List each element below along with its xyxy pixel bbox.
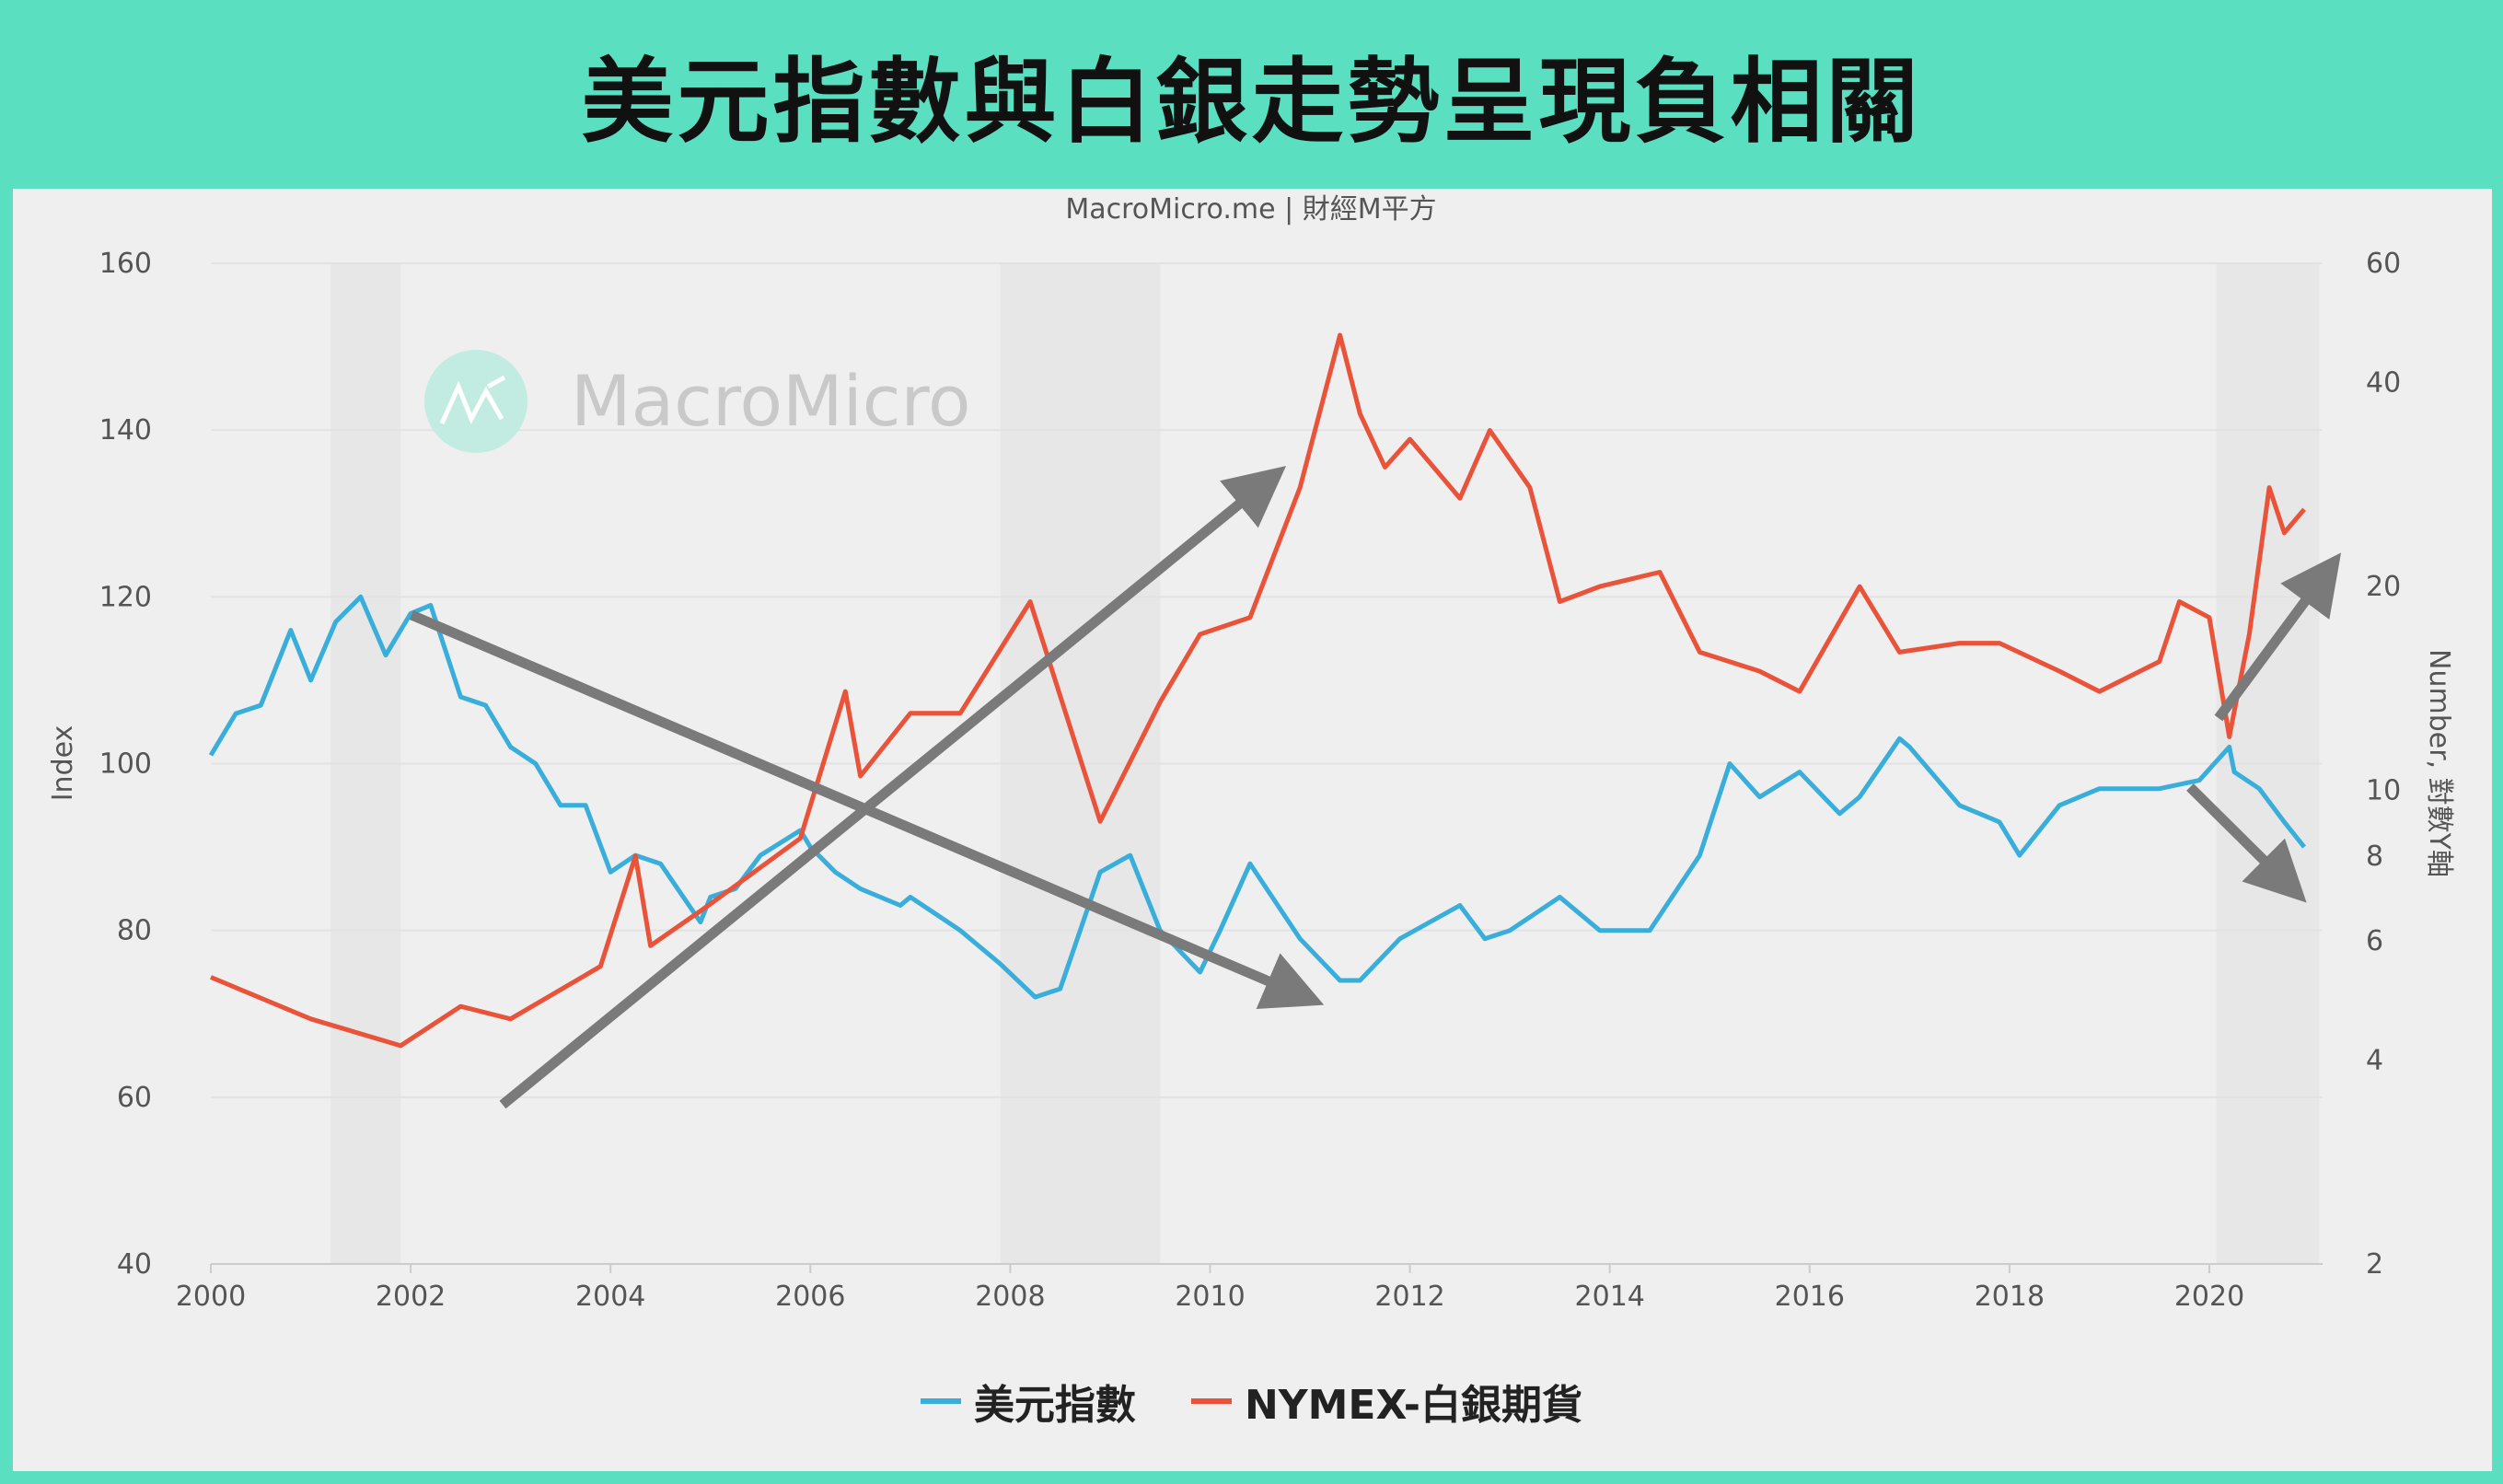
watermark-logo: MacroMicro [424, 350, 971, 453]
legend-swatch [1190, 1398, 1232, 1404]
arrow-silver-up-2020 [2214, 552, 2342, 722]
legend-item-silver[interactable]: NYMEX-白銀期貨 [1190, 1372, 1583, 1431]
y-right-tick: 20 [2366, 571, 2401, 603]
y-left-tick: 120 [99, 581, 152, 613]
x-tick: 2006 [775, 1281, 845, 1313]
y-left-tick: 160 [99, 248, 152, 280]
y-left-tick: 100 [99, 748, 152, 781]
y-right-tick: 40 [2366, 367, 2401, 400]
source-label: MacroMicro.me | 財經M平方 [1065, 193, 1436, 226]
y-right-tick: 10 [2366, 775, 2401, 807]
x-tick: 2012 [1374, 1281, 1444, 1313]
x-tick: 2020 [2174, 1281, 2244, 1313]
y-left-tick: 140 [99, 414, 152, 446]
y-right-tick: 4 [2366, 1044, 2383, 1076]
trend-arrows [409, 466, 2342, 1109]
series-line-silver [210, 332, 2307, 1049]
series-line-dxy [208, 594, 2307, 1000]
x-tick: 2010 [1175, 1281, 1245, 1313]
arrow-dxy-down [409, 609, 1325, 1010]
x-tick: 2002 [376, 1281, 446, 1313]
page-title: 美元指數與白銀走勢呈現負相關 [581, 48, 1922, 156]
y-left-tick: 40 [117, 1248, 152, 1281]
y-axis-right-label: Number, 對數Y軸 [2423, 649, 2455, 877]
x-tick: 2008 [975, 1281, 1045, 1313]
legend-label: NYMEX-白銀期貨 [1244, 1382, 1583, 1429]
y-right-tick: 60 [2366, 248, 2401, 280]
x-tick: 2014 [1575, 1281, 1645, 1313]
x-tick: 2016 [1775, 1281, 1845, 1313]
legend-swatch [920, 1398, 961, 1404]
x-tick: 2004 [575, 1281, 645, 1313]
y-right-tick: 2 [2366, 1248, 2383, 1281]
y-right-tick: 8 [2366, 841, 2383, 873]
y-left-tick: 60 [117, 1082, 152, 1114]
title-bar: 美元指數與白銀走勢呈現負相關 [0, 0, 2503, 187]
arrow-dxy-down-2020 [2186, 783, 2307, 903]
legend: 美元指數 NYMEX-白銀期貨 [0, 1372, 2503, 1431]
legend-label: 美元指數 [973, 1382, 1136, 1429]
arrow-silver-up [499, 466, 1287, 1109]
y-right-tick: 6 [2366, 925, 2383, 957]
x-tick: 2000 [176, 1281, 246, 1313]
y-left-tick: 80 [117, 915, 152, 947]
y-axis-left-label: Index [47, 725, 79, 802]
legend-item-dxy[interactable]: 美元指數 [920, 1372, 1136, 1431]
x-tick: 2018 [1975, 1281, 2045, 1313]
watermark-text: MacroMicro [571, 360, 971, 442]
